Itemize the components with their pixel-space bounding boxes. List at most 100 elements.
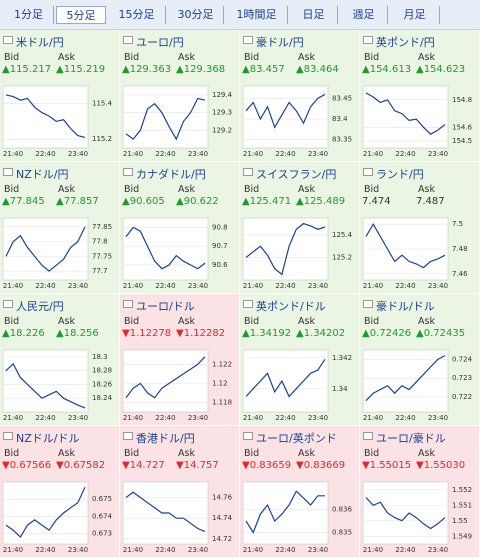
ask-value: ▲129.368: [176, 64, 225, 75]
flag-icon: [3, 300, 13, 308]
mini-chart: 83.45 83.4 83.35 21:40 22:40 23:40: [242, 85, 352, 158]
y-tick-label: 0.836: [332, 506, 353, 514]
rate-cell[interactable]: NZドル/円 Bid Ask ▲77.845 ▲77.857 77.85 77.8 77.75…: [0, 162, 119, 293]
x-tick-label: 23:40: [428, 150, 448, 158]
pair-name: 英ポンド/ドル: [256, 300, 326, 313]
direction-arrow: ▼: [242, 460, 250, 471]
tab[interactable]: 15分足: [108, 6, 166, 24]
rate-cell[interactable]: ユーロ/ドル Bid Ask ▼1.12278 ▼1.12282 1.122 1.12 1.1…: [120, 294, 239, 425]
direction-arrow: ▲: [296, 64, 304, 75]
rate-cell[interactable]: 豪ドル/円 Bid Ask ▲83.457 ▲83.464 83.45 83.4 83.35 2…: [240, 30, 359, 161]
chart-area: [2, 217, 89, 281]
price-line: [245, 490, 325, 534]
bid-value: ▲18.226: [2, 328, 45, 339]
direction-arrow: ▲: [176, 64, 184, 75]
flag-icon: [243, 168, 253, 176]
flag-icon: [123, 36, 133, 44]
chart-area: [2, 349, 89, 413]
rate-cell[interactable]: 英ポンド/ドル Bid Ask ▲1.34192 ▲1.34202 1.342 1.34 21…: [240, 294, 359, 425]
bid-price: 1.12278: [129, 328, 172, 339]
bid-value: ▼1.12278: [122, 328, 171, 339]
direction-arrow: ▲: [362, 64, 370, 75]
direction-arrow: ▲: [242, 196, 250, 207]
y-tick-label: 14.74: [212, 514, 233, 522]
rate-cell[interactable]: 香港ドル/円 Bid Ask ▼14.727 ▼14.757 14.76 14.74 14.7…: [120, 426, 239, 557]
bid-price: 1.34192: [249, 328, 292, 339]
price-line: [125, 226, 206, 270]
ask-value: ▼0.67582: [56, 460, 105, 471]
mini-chart: 1.552 1.551 1.55 1.549 21:40 22:40 23:40: [362, 481, 472, 554]
x-tick-label: 21:40: [243, 414, 263, 422]
direction-arrow: ▲: [416, 64, 424, 75]
price-line: [125, 97, 206, 141]
y-tick-label: 83.35: [332, 136, 352, 144]
flag-icon: [3, 432, 13, 440]
rate-cell[interactable]: ユーロ/英ポンド Bid Ask ▼0.83659 ▼0.83669 0.836 0.835…: [240, 426, 359, 557]
rate-cell[interactable]: スイスフラン/円 Bid Ask ▲125.471 ▲125.489 125.4 125.2…: [240, 162, 359, 293]
direction-arrow: ▲: [416, 328, 424, 339]
price-line: [125, 356, 206, 399]
tab[interactable]: 週足: [340, 6, 388, 24]
rate-cell[interactable]: 英ポンド/円 Bid Ask ▲154.613 ▲154.623 154.8 154.6 15…: [360, 30, 479, 161]
mini-chart: 1.122 1.12 1.118 21:40 22:40 23:40: [122, 349, 232, 422]
x-tick-label: 22:40: [155, 282, 175, 290]
y-tick-label: 125.2: [332, 253, 352, 261]
direction-arrow: ▼: [122, 460, 130, 471]
x-tick-label: 23:40: [68, 282, 88, 290]
direction-arrow: ▲: [56, 328, 64, 339]
pair-name: ユーロ/ドル: [136, 300, 195, 313]
bid-value: ▲129.363: [122, 64, 171, 75]
x-tick-label: 22:40: [35, 282, 55, 290]
y-tick-label: 115.4: [92, 100, 113, 108]
ask-price: 129.368: [183, 64, 226, 75]
chart-area: [2, 85, 89, 149]
chart-area: [242, 349, 329, 413]
tab[interactable]: 月足: [390, 6, 440, 24]
rate-cell[interactable]: 豪ドル/ドル Bid Ask ▲0.72426 ▲0.72435 0.724 0.723 0.…: [360, 294, 479, 425]
rate-cell[interactable]: 米ドル/円 Bid Ask ▲115.217 ▲115.219 115.4 115.2 21:…: [0, 30, 119, 161]
bid-value: ▼0.67566: [2, 460, 51, 471]
rate-cell[interactable]: ユーロ/円 Bid Ask ▲129.363 ▲129.368 129.4 129.3 129…: [120, 30, 239, 161]
x-tick-label: 21:40: [243, 282, 263, 290]
ask-value: ▲77.857: [56, 196, 99, 207]
y-tick-label: 0.722: [452, 393, 472, 401]
y-tick-label: 1.12: [212, 379, 228, 387]
flag-icon: [123, 432, 133, 440]
y-tick-label: 83.45: [332, 94, 352, 102]
rate-cell[interactable]: ユーロ/豪ドル Bid Ask ▼1.55015 ▼1.55030 1.552 1.551 1…: [360, 426, 479, 557]
x-tick-label: 22:40: [35, 546, 55, 554]
rate-cell[interactable]: NZドル/ドル Bid Ask ▼0.67566 ▼0.67582 0.675 0.674 0…: [0, 426, 119, 557]
tab[interactable]: 30分足: [168, 6, 224, 24]
flag-icon: [123, 168, 133, 176]
ask-value: ▲1.34202: [296, 328, 345, 339]
ask-value: ▼1.12282: [176, 328, 225, 339]
mini-chart: 115.4 115.2 21:40 22:40 23:40: [2, 85, 113, 158]
tab[interactable]: 1時間足: [226, 6, 288, 24]
tab[interactable]: 1分足: [4, 6, 54, 24]
tab[interactable]: 日足: [290, 6, 338, 24]
price-line: [365, 92, 446, 135]
bid-value: ▲0.72426: [362, 328, 411, 339]
bid-price: 83.457: [249, 64, 285, 75]
x-tick-label: 22:40: [35, 150, 55, 158]
direction-arrow: ▲: [362, 328, 370, 339]
bid-value: ▼14.727: [122, 460, 165, 471]
x-tick-label: 21:40: [3, 282, 23, 290]
ask-label: Ask: [58, 184, 75, 195]
rate-cell[interactable]: ランド/円 Bid Ask 7.474 7.487 7.5 7.48 7.46 21:40 22:…: [360, 162, 479, 293]
bid-label: Bid: [124, 316, 140, 327]
bid-price: 115.217: [9, 64, 52, 75]
x-tick-label: 22:40: [395, 150, 415, 158]
tab[interactable]: 5分足: [56, 6, 106, 24]
direction-arrow: ▼: [56, 460, 64, 471]
flag-icon: [243, 432, 253, 440]
bid-label: Bid: [4, 448, 20, 459]
pair-name: スイスフラン/円: [256, 168, 337, 181]
rate-cell[interactable]: カナダドル/円 Bid Ask ▲90.605 ▲90.622 90.8 90.7 90.6 2…: [120, 162, 239, 293]
rate-cell[interactable]: 人民元/円 Bid Ask ▲18.226 ▲18.256 18.3 18.28 18.26 1…: [0, 294, 119, 425]
flag-icon: [3, 168, 13, 176]
y-tick-label: 1.551: [452, 501, 472, 509]
bid-value: ▼0.83659: [242, 460, 291, 471]
x-tick-label: 22:40: [275, 282, 295, 290]
ask-price: 90.622: [183, 196, 219, 207]
